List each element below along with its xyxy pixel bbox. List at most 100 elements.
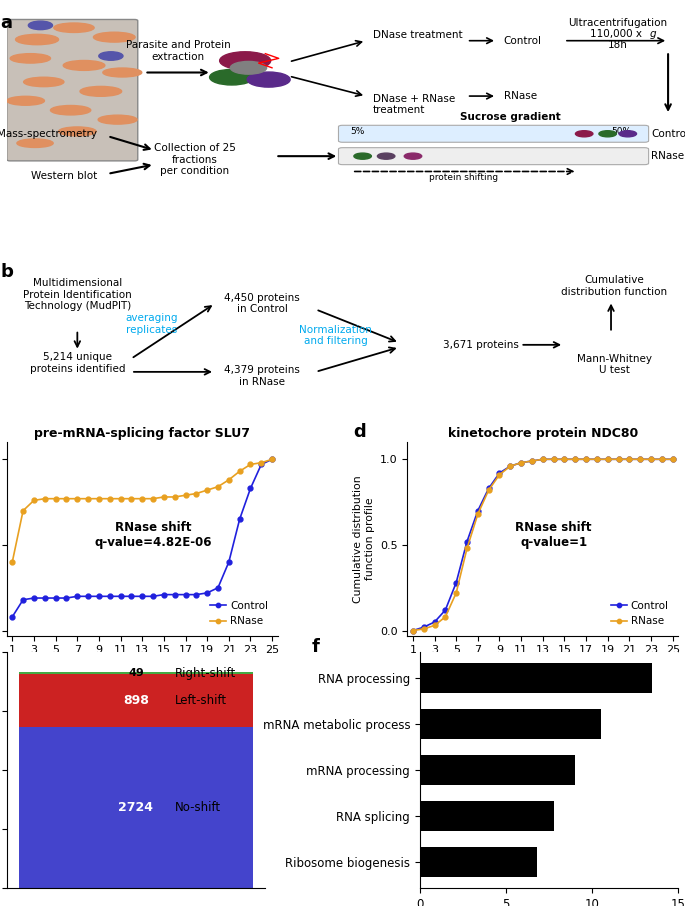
- Circle shape: [377, 153, 395, 159]
- Control: [95, 591, 103, 602]
- Line: Control: Control: [410, 457, 675, 633]
- RNase: [214, 481, 222, 492]
- Circle shape: [575, 130, 593, 137]
- Ellipse shape: [7, 96, 45, 105]
- Control: [517, 458, 525, 468]
- Control: [105, 591, 114, 602]
- Circle shape: [354, 153, 371, 159]
- RNase: [528, 456, 536, 467]
- Text: 5%: 5%: [351, 128, 365, 137]
- Control: [603, 454, 612, 465]
- RNase: [62, 493, 71, 504]
- Text: Sucrose gradient: Sucrose gradient: [460, 112, 561, 122]
- Control: [40, 593, 49, 603]
- Line: RNase: RNase: [10, 457, 275, 564]
- RNase: [171, 492, 179, 503]
- Text: DNase + RNase
treatment: DNase + RNase treatment: [373, 93, 455, 115]
- Control: [84, 591, 92, 602]
- Control: [257, 459, 265, 470]
- RNase: [625, 454, 634, 465]
- RNase: [647, 454, 655, 465]
- Control: [19, 594, 27, 605]
- Text: DNase treatment: DNase treatment: [373, 30, 462, 40]
- Circle shape: [230, 62, 266, 74]
- Ellipse shape: [54, 23, 94, 33]
- Circle shape: [619, 130, 636, 137]
- RNase: [463, 543, 471, 554]
- RNase: [495, 469, 503, 480]
- Text: Multidimensional
Protein Identification
Technology (MudPIT): Multidimensional Protein Identification …: [23, 278, 132, 312]
- Line: Control: Control: [10, 457, 275, 620]
- Control: [571, 454, 580, 465]
- Control: [538, 454, 547, 465]
- Text: a: a: [0, 14, 12, 32]
- Control: [582, 454, 590, 465]
- Circle shape: [599, 130, 617, 137]
- FancyBboxPatch shape: [7, 20, 138, 161]
- Text: 4,450 proteins
in Control: 4,450 proteins in Control: [224, 293, 300, 314]
- Control: [528, 456, 536, 467]
- Control: [474, 506, 482, 516]
- RNase: [593, 454, 601, 465]
- Ellipse shape: [17, 139, 53, 148]
- Control: [560, 454, 569, 465]
- Control: [62, 593, 71, 603]
- RNase: [506, 460, 514, 471]
- RNase: [203, 485, 211, 496]
- Control: [51, 593, 60, 603]
- Text: Mass-spectrometry: Mass-spectrometry: [0, 129, 97, 139]
- Control: [463, 536, 471, 547]
- RNase: [517, 458, 525, 468]
- Text: RNase shift
q-value=1: RNase shift q-value=1: [515, 521, 592, 549]
- RNase: [474, 508, 482, 519]
- FancyBboxPatch shape: [338, 148, 649, 165]
- Control: [495, 467, 503, 478]
- Control: [636, 454, 645, 465]
- Control: [138, 591, 147, 602]
- Control: [203, 587, 211, 598]
- RNase: [669, 454, 677, 465]
- RNase: [51, 493, 60, 504]
- Control: [658, 454, 666, 465]
- RNase: [560, 454, 569, 465]
- Control: [171, 589, 179, 600]
- Control: [420, 622, 428, 632]
- Text: 3,671 proteins: 3,671 proteins: [443, 340, 519, 350]
- Ellipse shape: [93, 33, 135, 42]
- Bar: [420, 755, 575, 785]
- RNase: [105, 493, 114, 504]
- Title: kinetochore protein NDC80: kinetochore protein NDC80: [448, 427, 638, 439]
- Control: [506, 460, 514, 471]
- RNase: [40, 493, 49, 504]
- RNase: [538, 454, 547, 465]
- Text: b: b: [0, 263, 13, 281]
- Control: [127, 591, 136, 602]
- Title: pre-mRNA-splicing factor SLU7: pre-mRNA-splicing factor SLU7: [34, 427, 250, 439]
- RNase: [116, 493, 125, 504]
- RNase: [84, 493, 92, 504]
- RNase: [8, 556, 16, 567]
- Control: [160, 589, 168, 600]
- RNase: [582, 454, 590, 465]
- Ellipse shape: [98, 115, 137, 124]
- RNase: [549, 454, 558, 465]
- Bar: [18, 674, 253, 728]
- Circle shape: [28, 21, 53, 30]
- Control: [625, 454, 634, 465]
- RNase: [452, 587, 460, 598]
- RNase: [603, 454, 612, 465]
- X-axis label: Fractions: Fractions: [510, 661, 575, 674]
- Control: [268, 454, 276, 465]
- Ellipse shape: [10, 53, 51, 63]
- Text: 50%: 50%: [611, 128, 631, 137]
- Text: RNase: RNase: [651, 151, 684, 161]
- Control: [236, 514, 244, 525]
- Text: Ultracentrifugation: Ultracentrifugation: [568, 18, 667, 28]
- Bar: [18, 671, 253, 674]
- Control: [669, 454, 677, 465]
- Legend: Control, RNase: Control, RNase: [607, 597, 673, 631]
- Circle shape: [404, 153, 422, 159]
- Control: [73, 591, 82, 602]
- RNase: [192, 488, 201, 499]
- Text: 5,214 unique
proteins identified: 5,214 unique proteins identified: [29, 352, 125, 374]
